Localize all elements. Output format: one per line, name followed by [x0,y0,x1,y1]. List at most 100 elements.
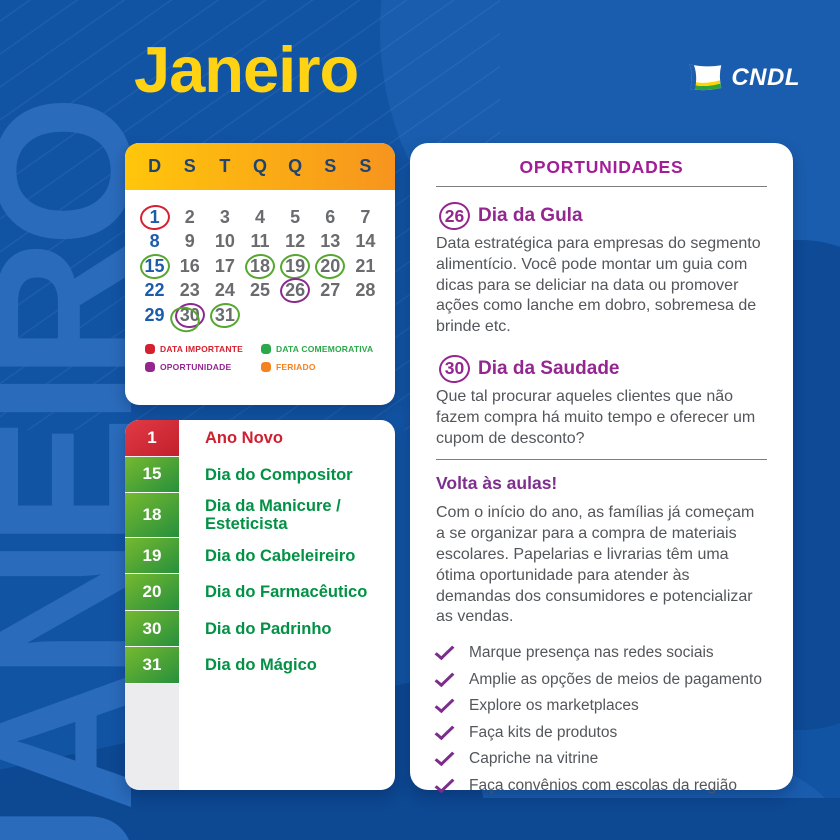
opportunity-section: 26 Dia da Gula Data estratégica para empre… [436,201,767,338]
page-title: Janeiro [134,33,359,106]
event-label: Dia do Cabeleireiro [205,546,356,565]
weekday-label: S [183,156,196,176]
calendar-day: 31 [207,300,242,330]
calendar-day: 19 [278,251,313,281]
calendar-empty-cell [348,303,383,327]
calendar-day: 17 [214,255,235,276]
calendar-day: 23 [179,280,200,300]
check-item: Amplie as opções de meios de pagamento [434,668,767,689]
event-row: 31 Dia do Mágico [125,647,395,684]
event-label: Dia do Padrinho [205,619,332,638]
check-icon [434,721,455,740]
check-icon [434,641,455,661]
calendar-day: 12 [285,231,306,251]
event-row: 30 Dia do Padrinho [125,610,395,648]
event-row: 15 Dia do Compositor [125,456,395,493]
check-item: Marque presença nas redes sociais [434,641,767,662]
legend-item: DATA IMPORTANTE [145,344,261,354]
calendar-day: 10 [214,231,235,251]
cndl-logo-text: CNDL [731,64,800,91]
opportunities-title: OPORTUNIDADES [519,157,684,177]
background-bottom-band [0,798,840,840]
green-circle-mark [278,251,312,281]
calendar-day: 29 [144,304,165,325]
weekday-label: Q [288,156,303,176]
events-card: 1 Ano Novo 15 Dia do Compositor 18 Dia da Man… [125,420,395,790]
weekday-label: S [324,156,337,176]
legend-color-chip [261,362,271,372]
weekday-label: D [148,156,162,176]
cndl-flag-icon [689,64,722,91]
legend-label: DATA IMPORTANTE [160,344,243,354]
divider [436,459,767,461]
calendar-grid: 1 2 3 4 5 6 7 8 9 10 11 12 13 14 15 16 17 18 19 20 21 22 23 24 2… [125,190,395,336]
green-circle-mark [313,251,347,281]
calendar-day: 4 [254,206,265,227]
event-row: 19 Dia do Cabeleireiro [125,537,395,575]
highlight-body: Com o início do ano, as famílias já come… [436,504,755,626]
event-row: 18 Dia da Manicure / Esteticista [125,493,395,538]
calendar-day: 24 [214,280,235,300]
event-day-badge: 20 [125,574,179,611]
calendar-day: 30 [166,300,207,336]
event-day-badge: 30 [125,610,179,648]
calendar-day: 28 [355,280,376,300]
check-icon [434,774,455,793]
event-label: Dia do Compositor [205,465,353,484]
circled-day-number: 26 [436,201,473,231]
legend-item: FERIADO [261,362,379,372]
check-item: Capriche na vitrine [434,747,767,768]
divider [436,186,767,187]
event-day-badge: 18 [125,493,179,538]
opportunity-body: Data estratégica para empresas do segmen… [436,235,761,336]
calendar-empty-cell [242,303,277,327]
legend-label: OPORTUNIDADE [160,362,232,372]
cndl-logo: CNDL [682,62,800,94]
weekday-label: T [219,156,231,176]
calendar-day: 22 [144,280,165,300]
calendar-day: 21 [355,255,376,276]
opportunity-heading-title: Dia da Saudade [478,357,620,379]
opportunity-heading: 26 Dia da Gula [436,201,767,231]
calendar-day: 11 [250,231,270,251]
events-list: 1 Ano Novo 15 Dia do Compositor 18 Dia da Man… [125,420,395,684]
calendar-empty-cell [278,303,313,327]
highlight-title: Volta às aulas! [436,473,558,494]
calendar-day: 8 [149,231,160,251]
purple-circle-mark [278,276,312,305]
calendar-day: 16 [179,255,200,276]
check-item: Faça kits de produtos [434,721,767,742]
red-circle-mark [138,202,171,232]
opportunity-section: 30 Dia da Saudade Que tal procurar aqueles… [436,354,767,449]
weekday-label: S [359,156,372,176]
opportunities-card: OPORTUNIDADES 26 Dia da Gula Data estratég… [410,143,793,794]
opportunity-heading: 30 Dia da Saudade [436,354,767,384]
legend-label: DATA COMEMORATIVA [276,344,374,354]
calendar-day: 1 [137,202,172,232]
check-item-text: Faça kits de produtos [469,723,618,741]
legend-color-chip [261,344,271,354]
legend-label: FERIADO [276,362,316,372]
green-circle-mark [138,251,171,281]
calendar-day: 20 [313,251,348,281]
check-icon [434,747,455,767]
calendar-legend: DATA IMPORTANTE DATA COMEMORATIVA OPORTUNI… [145,344,379,372]
legend-item: OPORTUNIDADE [145,362,261,372]
check-icon [434,668,455,687]
calendar-day: 2 [184,206,195,227]
event-label: Dia do Farmacêutico [205,583,368,602]
circled-day-number: 30 [436,354,473,384]
event-label: Dia da Manicure / Esteticista [205,497,341,534]
calendar-day: 5 [290,206,301,227]
event-label: Ano Novo [205,429,283,448]
check-item-text: Explore os marketplaces [469,697,639,715]
event-label: Dia do Mágico [205,656,317,675]
check-item: Explore os marketplaces [434,694,767,715]
checklist: Marque presença nas redes sociais Amplie … [434,641,767,795]
calendar-day: 3 [219,206,230,227]
event-day-badge: 31 [125,647,179,684]
opportunity-heading-title: Dia da Gula [478,205,583,226]
purple-circle-mark [173,300,207,330]
